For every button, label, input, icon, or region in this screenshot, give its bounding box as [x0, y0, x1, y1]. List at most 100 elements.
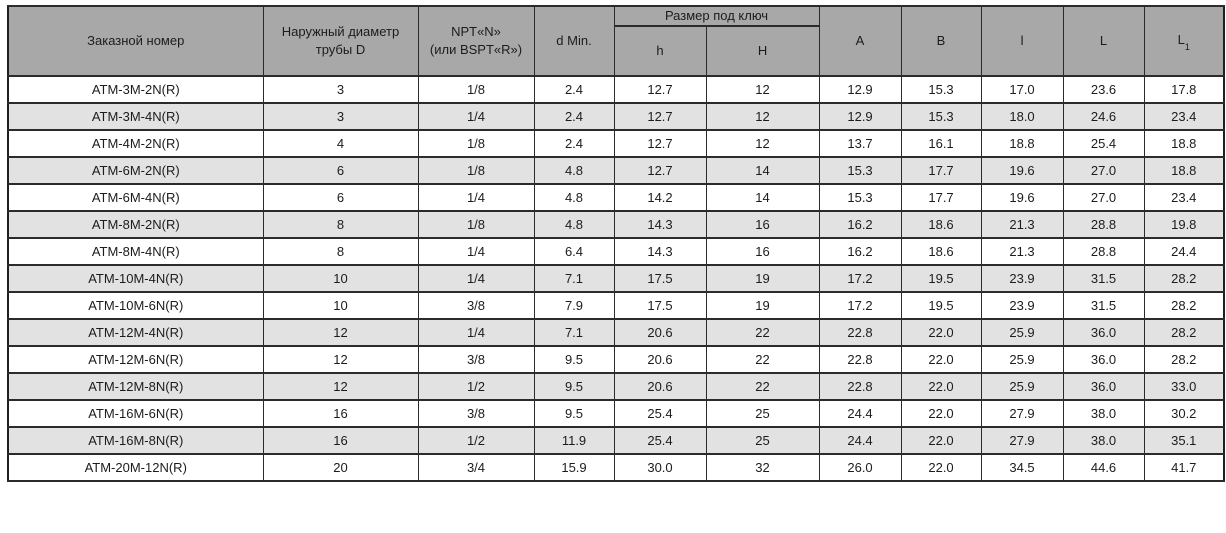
value-cell: 17.2: [818, 264, 902, 293]
value-cell: 22.8: [818, 345, 902, 374]
value-cell: 4.8: [533, 183, 615, 212]
value-cell: 17.5: [613, 291, 707, 320]
value-cell: 28.2: [1143, 345, 1225, 374]
value-cell: 23.4: [1143, 102, 1225, 131]
value-cell: 15.3: [818, 183, 902, 212]
value-cell: 19.6: [980, 156, 1064, 185]
value-cell: 18.6: [900, 237, 982, 266]
value-cell: 32: [705, 453, 820, 482]
value-cell: 16: [262, 399, 419, 428]
value-cell: 22: [705, 318, 820, 347]
header-row-group: Заказной номер Наружный диаметр трубы D …: [7, 5, 1225, 77]
value-cell: 9.5: [533, 345, 615, 374]
value-cell: 22.0: [900, 399, 982, 428]
value-cell: 22.0: [900, 426, 982, 455]
value-cell: 18.8: [1143, 156, 1225, 185]
table-row: ATM-10M-6N(R) 10 3/8 7.9 17.5 19 17.2 19.5 23.9 3…: [7, 291, 1225, 320]
value-cell: 1/4: [417, 102, 535, 131]
order-number-cell: ATM-12M-6N(R): [7, 345, 264, 374]
table-row: ATM-6M-4N(R) 6 1/4 4.8 14.2 14 15.3 17.7 19.6 27.…: [7, 183, 1225, 212]
value-cell: 25: [705, 426, 820, 455]
table-row: ATM-16M-8N(R) 16 1/2 11.9 25.4 25 24.4 22.0 27.9…: [7, 426, 1225, 455]
value-cell: 22.0: [900, 345, 982, 374]
value-cell: 23.4: [1143, 183, 1225, 212]
order-number-cell: ATM-20M-12N(R): [7, 453, 264, 482]
dimensions-table: Заказной номер Наружный диаметр трубы D …: [7, 5, 1226, 482]
value-cell: 21.3: [980, 237, 1064, 266]
value-cell: 21.3: [980, 210, 1064, 239]
value-cell: 1/8: [417, 75, 535, 104]
value-cell: 20.6: [613, 372, 707, 401]
value-cell: 22.0: [900, 453, 982, 482]
value-cell: 1/4: [417, 183, 535, 212]
value-cell: 20.6: [613, 345, 707, 374]
value-cell: 2.4: [533, 129, 615, 158]
value-cell: 17.2: [818, 291, 902, 320]
table-row: ATM-12M-6N(R) 12 3/8 9.5 20.6 22 22.8 22.0 25.9 3…: [7, 345, 1225, 374]
value-cell: 38.0: [1062, 426, 1145, 455]
value-cell: 25.9: [980, 372, 1064, 401]
value-cell: 26.0: [818, 453, 902, 482]
value-cell: 28.2: [1143, 264, 1225, 293]
value-cell: 1/8: [417, 210, 535, 239]
value-cell: 6: [262, 156, 419, 185]
value-cell: 11.9: [533, 426, 615, 455]
value-cell: 27.9: [980, 399, 1064, 428]
value-cell: 15.3: [900, 75, 982, 104]
value-cell: 12: [262, 372, 419, 401]
value-cell: 1/2: [417, 426, 535, 455]
value-cell: 23.6: [1062, 75, 1145, 104]
value-cell: 28.2: [1143, 291, 1225, 320]
value-cell: 31.5: [1062, 264, 1145, 293]
value-cell: 33.0: [1143, 372, 1225, 401]
value-cell: 18.6: [900, 210, 982, 239]
value-cell: 28.8: [1062, 237, 1145, 266]
value-cell: 19.5: [900, 264, 982, 293]
value-cell: 9.5: [533, 372, 615, 401]
order-number-cell: ATM-6M-2N(R): [7, 156, 264, 185]
table-row: ATM-10M-4N(R) 10 1/4 7.1 17.5 19 17.2 19.5 23.9 3…: [7, 264, 1225, 293]
order-number-cell: ATM-6M-4N(R): [7, 183, 264, 212]
value-cell: 27.0: [1062, 156, 1145, 185]
col-header-l1: L1: [1143, 5, 1225, 77]
value-cell: 12: [705, 102, 820, 131]
value-cell: 19: [705, 264, 820, 293]
value-cell: 16: [705, 237, 820, 266]
value-cell: 25.4: [613, 399, 707, 428]
value-cell: 22.8: [818, 372, 902, 401]
value-cell: 3: [262, 102, 419, 131]
value-cell: 30.0: [613, 453, 707, 482]
value-cell: 41.7: [1143, 453, 1225, 482]
value-cell: 36.0: [1062, 372, 1145, 401]
value-cell: 24.6: [1062, 102, 1145, 131]
order-number-cell: ATM-3M-4N(R): [7, 102, 264, 131]
value-cell: 30.2: [1143, 399, 1225, 428]
value-cell: 16: [705, 210, 820, 239]
value-cell: 10: [262, 291, 419, 320]
value-cell: 6: [262, 183, 419, 212]
value-cell: 13.7: [818, 129, 902, 158]
value-cell: 9.5: [533, 399, 615, 428]
value-cell: 15.9: [533, 453, 615, 482]
value-cell: 22.0: [900, 318, 982, 347]
value-cell: 12.7: [613, 102, 707, 131]
col-header-wrench-size-group: Размер под ключ: [613, 5, 820, 27]
value-cell: 27.0: [1062, 183, 1145, 212]
value-cell: 22: [705, 372, 820, 401]
value-cell: 1/2: [417, 372, 535, 401]
value-cell: 36.0: [1062, 345, 1145, 374]
col-header-b: B: [900, 5, 982, 77]
value-cell: 20: [262, 453, 419, 482]
value-cell: 19.6: [980, 183, 1064, 212]
value-cell: 12.9: [818, 102, 902, 131]
thread-line1: NPT«N»: [451, 24, 501, 40]
value-cell: 12: [262, 345, 419, 374]
value-cell: 18.8: [980, 129, 1064, 158]
order-number-cell: ATM-3M-2N(R): [7, 75, 264, 104]
value-cell: 25.9: [980, 318, 1064, 347]
l1-subscript: 1: [1184, 41, 1190, 52]
value-cell: 1/8: [417, 156, 535, 185]
value-cell: 8: [262, 210, 419, 239]
value-cell: 4: [262, 129, 419, 158]
